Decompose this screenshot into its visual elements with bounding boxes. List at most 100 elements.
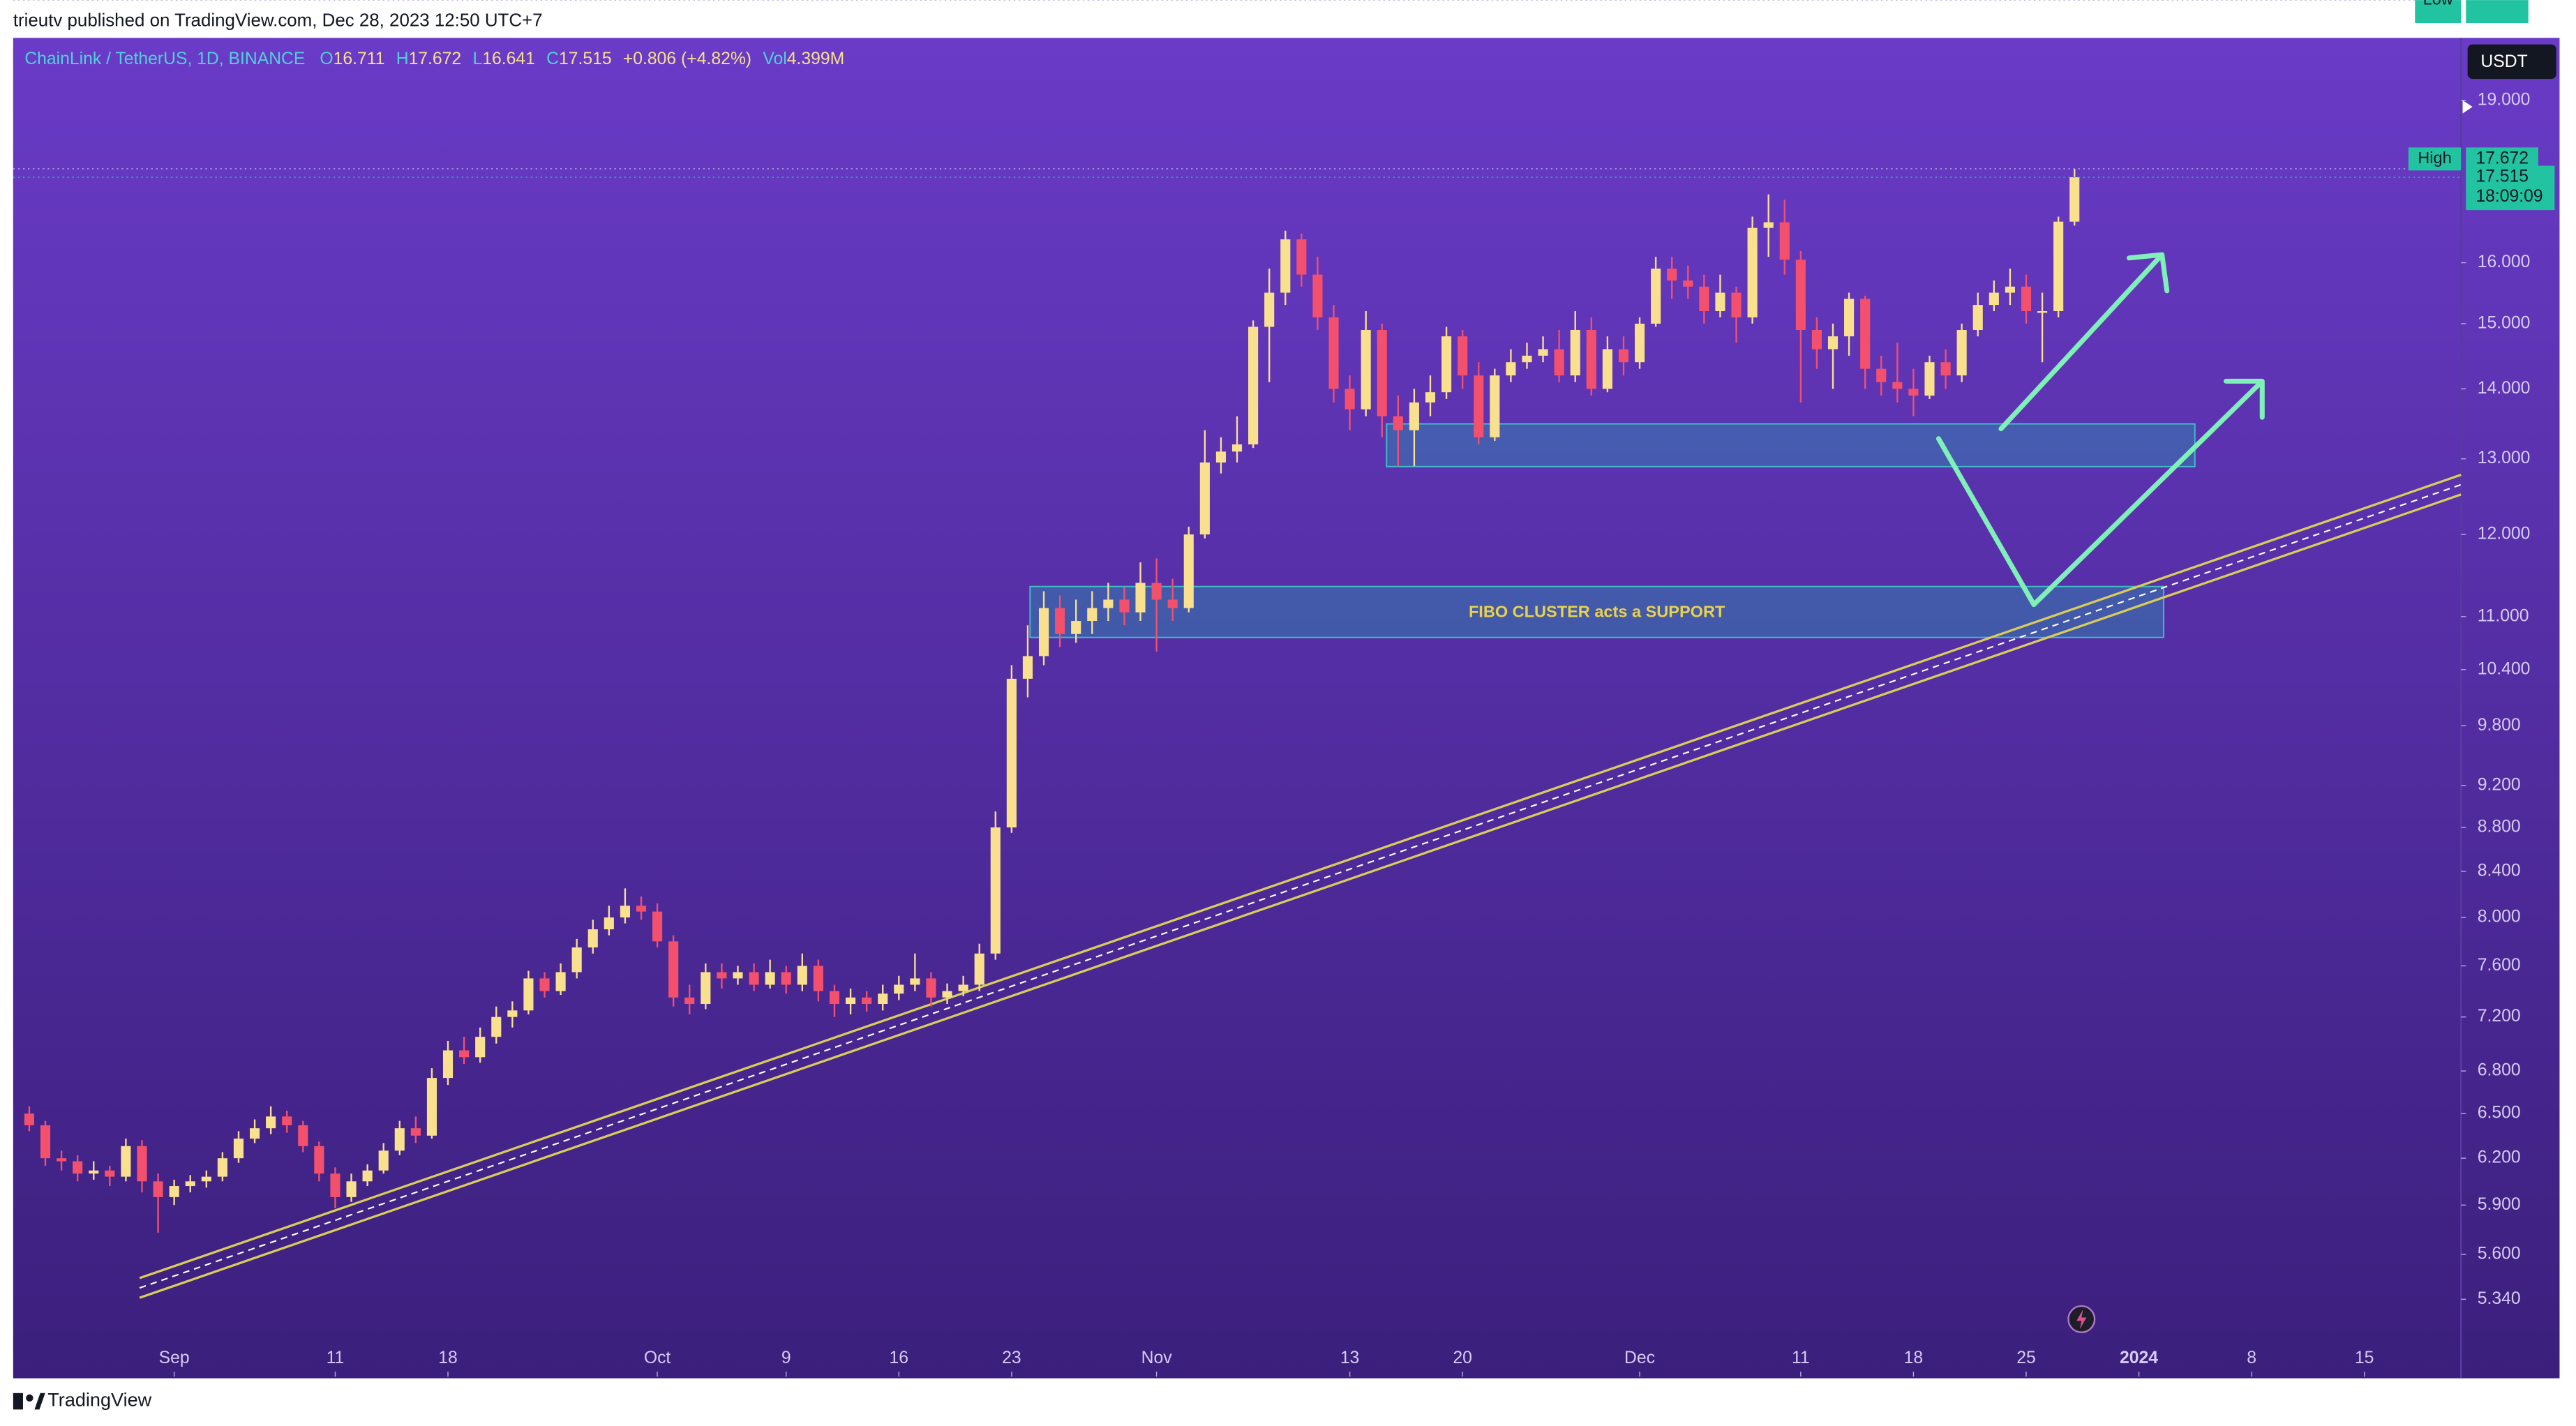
candle-body [40, 1125, 51, 1159]
candle-body [185, 1181, 195, 1187]
candle-body [507, 1010, 518, 1017]
candle-body [1989, 292, 1999, 306]
fibo-zone [1029, 585, 2164, 638]
candle-body [1956, 329, 1967, 376]
candle-body [1119, 599, 1130, 613]
candle-body [2037, 310, 2048, 313]
candle-body [1538, 349, 1548, 356]
x-tick-label: 20 [1453, 1349, 1472, 1367]
candle-body [1683, 280, 1693, 287]
y-tick-label: 9.200 [2478, 775, 2521, 794]
candle-body [926, 978, 936, 998]
candle-body [491, 1016, 502, 1037]
h-value: 17.672 [409, 49, 462, 68]
candle-body [459, 1050, 470, 1058]
vol-label: Vol [763, 49, 786, 68]
candle-body [2053, 221, 2064, 311]
footer: TradingView [47, 1389, 151, 1411]
candle-body [1795, 260, 1806, 330]
candle-body [910, 978, 920, 985]
candle-body [1248, 327, 1259, 445]
candle-body [862, 997, 872, 1005]
y-tick-label: 8.400 [2478, 862, 2521, 880]
x-tick-label: 25 [2016, 1349, 2036, 1367]
y-tick-label: 19.000 [2478, 90, 2531, 109]
y-tick-label: 7.600 [2478, 956, 2521, 975]
candle-body [73, 1161, 83, 1174]
candle-body [1811, 329, 1822, 350]
x-tick-label: 18 [438, 1349, 458, 1367]
y-tick-label: 8.800 [2478, 818, 2521, 836]
y-tick-label: 14.000 [2478, 379, 2531, 398]
candle-body [990, 827, 1001, 954]
candle-body [684, 997, 695, 1005]
arrow-head [2223, 378, 2265, 420]
h-label: H [396, 49, 409, 68]
candle-body [1634, 323, 1645, 363]
annotation: FIBO CLUSTER acts a SUPPORT [1469, 603, 1725, 621]
candle-body [1151, 583, 1162, 600]
o-value: 16.711 [334, 49, 385, 68]
candle-body [1876, 368, 1887, 382]
candle-body [346, 1181, 357, 1197]
candle-body [1908, 389, 1919, 396]
candle-body [1618, 349, 1629, 363]
logo-part [34, 1393, 45, 1410]
candle-body [1393, 416, 1403, 430]
candle-body [2021, 286, 2032, 311]
y-tick-label: 9.800 [2478, 716, 2521, 735]
candle-body [668, 941, 679, 998]
y-tick-label: 7.200 [2478, 1007, 2521, 1026]
candle-body [1167, 599, 1178, 608]
candle-body [426, 1078, 437, 1136]
candle-body [1055, 608, 1065, 634]
y-tick-label: 16.000 [2478, 253, 2531, 271]
candle-body [330, 1173, 340, 1197]
candle-body [652, 911, 663, 942]
arrow-line [1998, 252, 2165, 432]
candle-body [1602, 349, 1612, 389]
trend-line [139, 474, 2462, 1279]
candle-body [894, 984, 904, 994]
candle-body [442, 1050, 454, 1079]
candle-body [1425, 392, 1436, 403]
candle-body [539, 978, 550, 991]
candle-body [217, 1158, 227, 1177]
candle-body [1506, 362, 1516, 376]
x-tick-label: 18 [1904, 1349, 1924, 1367]
candle-body [701, 972, 711, 1005]
candle-body [1199, 462, 1210, 535]
candle-body [1651, 269, 1661, 324]
candle-body [1038, 608, 1049, 656]
candle-body [1441, 336, 1452, 393]
symbol: ChainLink / TetherUS, 1D, BINANCE [24, 49, 305, 68]
candle-body [266, 1116, 276, 1129]
candle-body [1377, 329, 1387, 416]
candle-body [620, 906, 630, 918]
candle-body [1522, 355, 1532, 363]
logo-part [13, 1393, 23, 1410]
change-pct: (+4.82%) [681, 49, 751, 68]
candles [24, 168, 2080, 1233]
low-value-box [2466, 0, 2529, 24]
candle-body [829, 991, 840, 1005]
y-tick-label: 11.000 [2478, 606, 2529, 625]
candle-body [282, 1116, 292, 1125]
candle-body [1183, 534, 1194, 608]
y-tick-label: 6.800 [2478, 1061, 2521, 1080]
candle-body [298, 1125, 308, 1146]
legend: ChainLink / TetherUS, 1D, BINANCE O16.71… [24, 49, 844, 68]
candle-body [1554, 349, 1564, 376]
candle-body [249, 1128, 260, 1139]
high-label: High [2418, 149, 2451, 167]
candle-body [137, 1146, 147, 1182]
low-label-box [2415, 0, 2462, 24]
currency: USDT [2480, 52, 2527, 71]
y-tick-label: 5.340 [2478, 1289, 2521, 1308]
candle-body [153, 1181, 163, 1197]
candle-body [1006, 678, 1017, 828]
candle-body [2005, 286, 2015, 293]
candle-body [958, 984, 968, 991]
